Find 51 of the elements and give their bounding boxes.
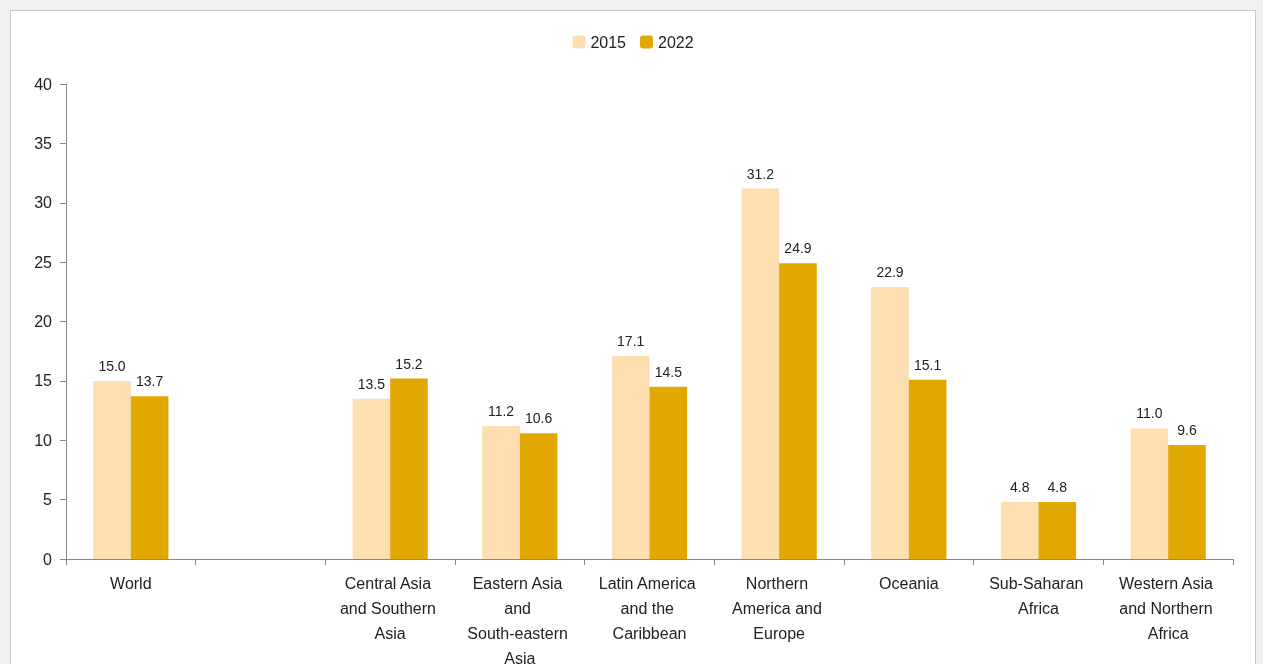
x-tick-label: Sub-Saharan Africa [989, 575, 1088, 617]
bar [1130, 428, 1169, 559]
bar [519, 433, 558, 559]
bar [611, 355, 650, 559]
bar [1038, 502, 1077, 559]
data-label: 9.6 [1177, 422, 1197, 438]
data-label: 11.0 [1136, 405, 1163, 422]
legend-label: 2022 [658, 33, 694, 51]
data-label: 14.5 [654, 363, 683, 380]
data-label: 17.1 [617, 332, 645, 349]
x-tick-label: Latin America and the Caribbean [598, 575, 701, 642]
legend-label: 2015 [590, 33, 627, 51]
bar [908, 379, 947, 559]
bar [352, 398, 391, 559]
data-label: 4.8 [1009, 479, 1030, 495]
data-label: 15.0 [98, 357, 126, 374]
bar [130, 396, 169, 559]
data-label: 24.9 [784, 240, 812, 257]
y-tick-label: 25 [34, 253, 53, 271]
data-label: 31.2 [746, 165, 775, 182]
bar [93, 380, 131, 559]
y-tick-label: 35 [34, 134, 53, 152]
bar [390, 378, 428, 559]
bar [779, 263, 817, 559]
data-label: 22.9 [876, 264, 904, 281]
y-tick-label: 30 [34, 194, 53, 212]
x-tick-label: Central Asia and Southern Asia [339, 575, 441, 642]
y-tick-label: 0 [43, 550, 53, 568]
bar [871, 287, 909, 559]
bar [1168, 445, 1206, 559]
x-tick-label: Western Asia and Northern Africa [1118, 575, 1218, 642]
data-label: 4.8 [1047, 479, 1068, 495]
y-tick-label: 10 [34, 431, 53, 449]
data-label: 11.2 [487, 403, 515, 419]
x-tick-label: Eastern Asia and South-eastern Asia [467, 575, 573, 664]
x-tick-label: Northern America and Europe [732, 575, 827, 642]
data-label: 10.6 [525, 410, 553, 427]
data-label: 13.7 [136, 373, 164, 390]
data-label: 15.2 [395, 355, 423, 372]
bar [649, 386, 688, 559]
data-label: 13.5 [357, 375, 386, 392]
bar [1000, 502, 1039, 559]
y-tick-label: 15 [34, 372, 53, 390]
y-tick-label: 20 [34, 313, 53, 330]
data-label: 15.1 [914, 356, 942, 373]
x-tick-label: World [110, 575, 152, 592]
bar [482, 426, 520, 559]
y-tick-label: 40 [34, 75, 53, 93]
x-tick-label: Oceania [879, 575, 939, 592]
y-tick-label: 5 [43, 491, 53, 509]
bar [741, 188, 780, 559]
